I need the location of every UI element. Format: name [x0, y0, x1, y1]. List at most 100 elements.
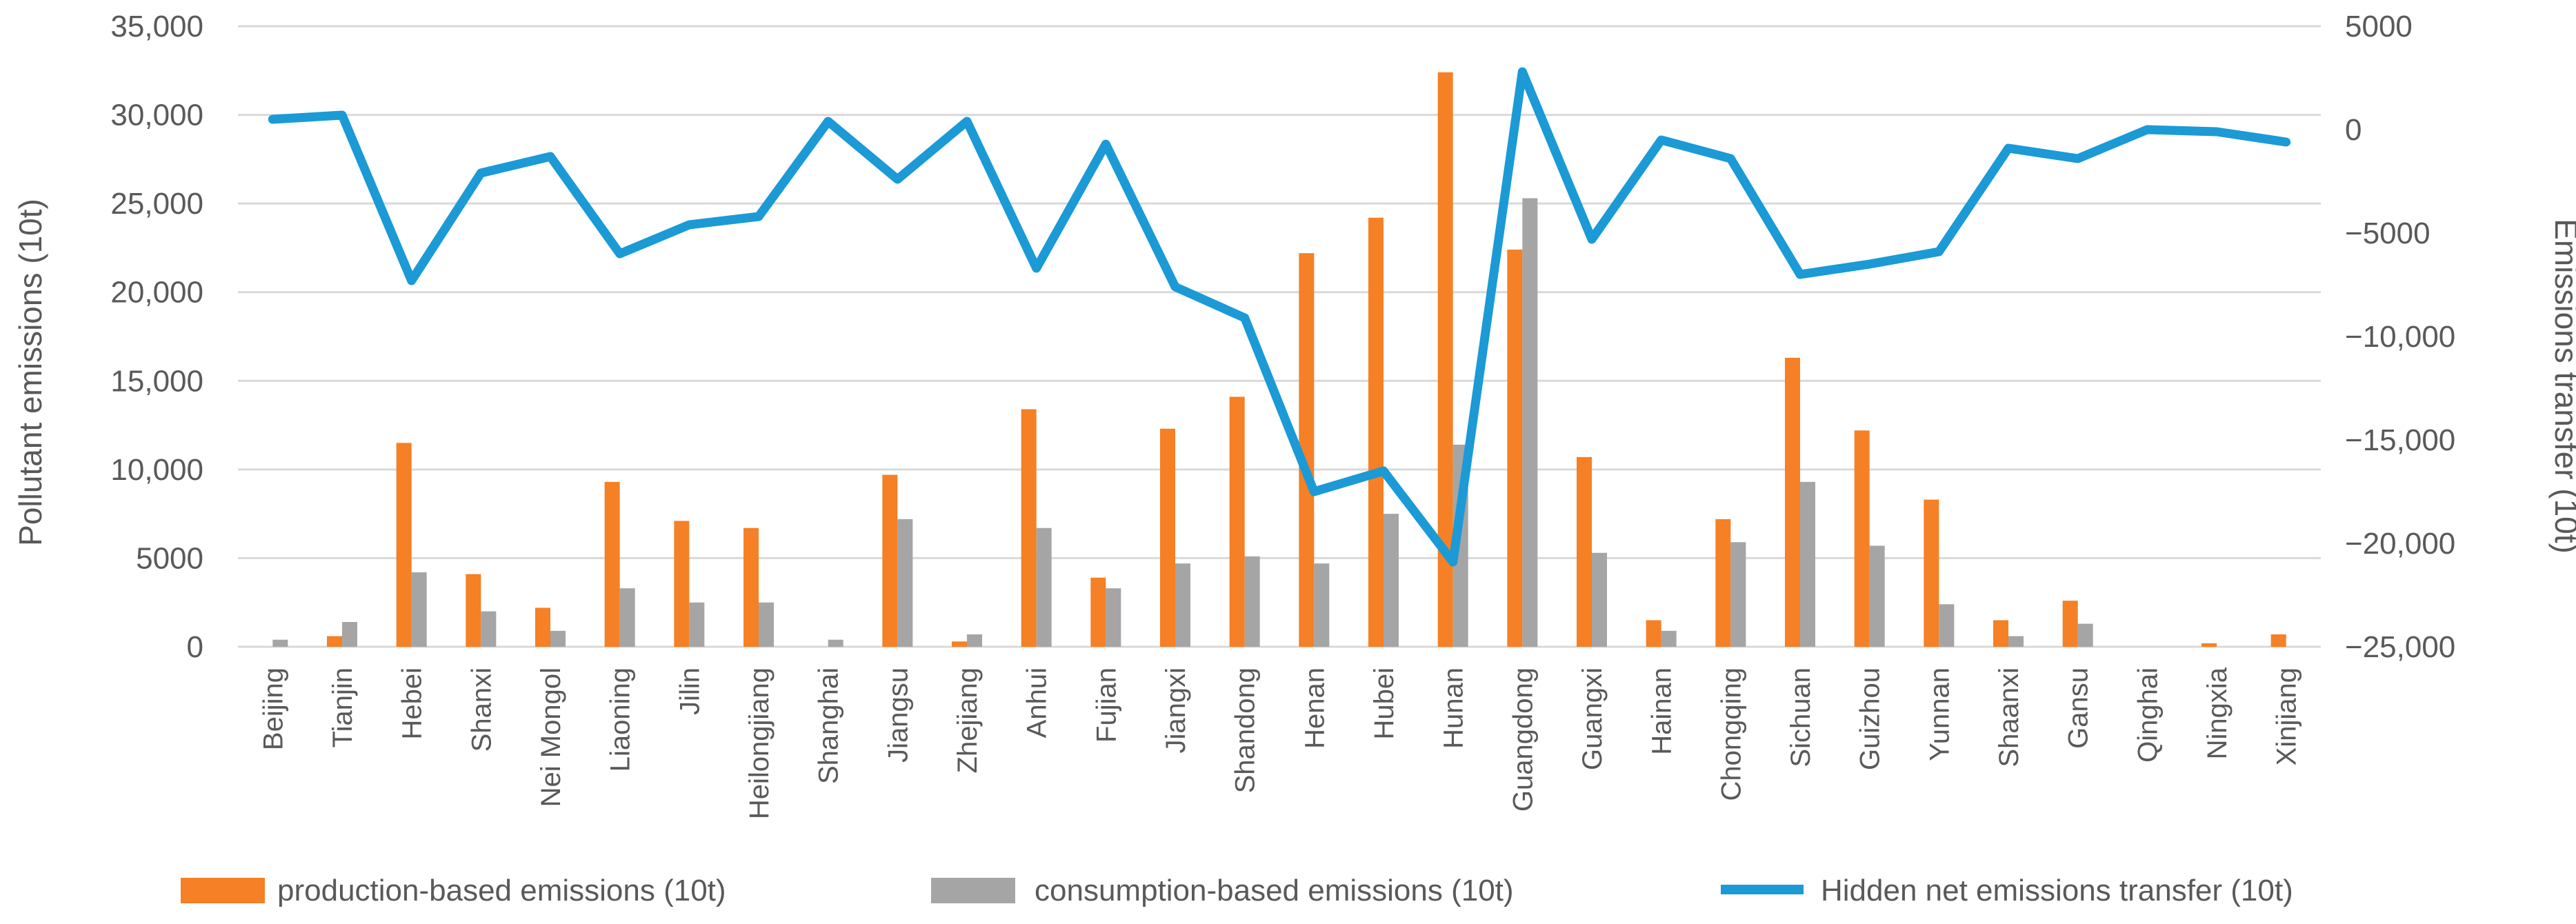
category-label: Shaanxi: [1994, 667, 2024, 767]
bar-consumption: [1036, 528, 1052, 647]
bar-production: [1437, 72, 1453, 647]
category-label: Jiangxi: [1161, 667, 1191, 754]
category-label: Fujian: [1091, 667, 1121, 743]
gridlines: [238, 25, 2321, 648]
category-label: Heilongjiang: [744, 667, 775, 819]
bar-production: [1368, 217, 1384, 647]
category-label: Guangxi: [1577, 667, 1608, 770]
right-axis-title: Emissions transfer (10t): [2548, 219, 2576, 554]
right-tick-label: −25,000: [2345, 630, 2455, 664]
legend-label-transfer: Hidden net emissions transfer (10t): [1821, 874, 2293, 907]
left-tick-label: 5000: [136, 541, 203, 575]
category-label: Anhui: [1022, 667, 1052, 738]
bar-consumption: [1244, 556, 1260, 647]
bar-consumption: [342, 622, 357, 647]
bar-consumption: [967, 634, 982, 647]
category-label: Zhejiang: [952, 667, 983, 773]
category-label: Nei Mongol: [536, 667, 566, 807]
category-label: Hebei: [397, 667, 428, 740]
bar-consumption: [481, 611, 497, 647]
right-tick-label: −5000: [2345, 217, 2430, 250]
bar-consumption: [2008, 636, 2024, 647]
category-label: Yunnan: [1924, 667, 1955, 761]
bar-consumption: [411, 572, 427, 647]
left-axis-ticks: 0 5000 10,000 15,000 20,000 25,000 30,000 35,00…: [110, 10, 203, 664]
category-label: Henan: [1299, 667, 1330, 749]
bar-consumption: [1869, 545, 1885, 647]
bar-production: [604, 481, 620, 647]
bar-production: [1090, 577, 1106, 647]
right-axis-ticks: −25,000 −20,000 −15,000 −10,000 −5000 0 5000: [2345, 10, 2455, 664]
left-tick-label: 0: [187, 630, 203, 664]
bar-consumption: [1939, 604, 1955, 647]
left-tick-label: 10,000: [110, 453, 203, 487]
legend-swatch-production: [181, 878, 265, 903]
bar-production: [396, 443, 412, 647]
left-tick-label: 15,000: [110, 364, 203, 398]
category-labels: Beijing Tianjin Hebei Shanxi Nei Mongol Liaon…: [258, 667, 2302, 819]
bar-consumption: [828, 639, 843, 647]
left-tick-label: 20,000: [110, 276, 203, 310]
bar-production: [2062, 601, 2078, 647]
left-tick-label: 25,000: [110, 187, 203, 221]
category-label: Guangdong: [1508, 667, 1538, 812]
bar-consumption: [1661, 630, 1677, 647]
right-tick-label: −20,000: [2345, 527, 2455, 561]
bar-consumption: [689, 602, 705, 647]
category-label: Hunan: [1439, 667, 1469, 749]
bar-consumption: [1522, 198, 1538, 647]
category-label: Shanghai: [814, 667, 844, 784]
bar-production: [1577, 456, 1592, 647]
bar-production: [1785, 357, 1800, 647]
left-tick-label: 30,000: [110, 99, 203, 132]
bar-production: [2201, 643, 2217, 647]
bar-production: [1924, 499, 1939, 647]
category-label: Qinghai: [2133, 667, 2163, 763]
legend-label-consumption: consumption-based emissions (10t): [1035, 874, 1514, 907]
bar-consumption: [1314, 563, 1330, 647]
category-label: Chongqing: [1716, 667, 1746, 801]
category-label: Shanxi: [466, 667, 497, 752]
bar-production: [466, 574, 481, 647]
bar-consumption: [1800, 481, 1815, 647]
bar-production: [1993, 620, 2008, 647]
bar-production: [2270, 634, 2286, 647]
right-tick-label: −10,000: [2345, 320, 2455, 354]
category-label: Gansu: [2064, 667, 2094, 749]
bar-production: [1160, 428, 1175, 647]
bar-production: [882, 474, 898, 647]
bar-production: [1715, 519, 1731, 647]
category-label: Tianjin: [328, 667, 358, 747]
bar-consumption: [759, 602, 774, 647]
right-tick-label: 5000: [2345, 10, 2413, 43]
bar-consumption: [1106, 588, 1121, 647]
bar-consumption: [272, 639, 288, 647]
legend: production-based emissions (10t) consump…: [181, 874, 2293, 907]
category-label: Hainan: [1647, 667, 1677, 755]
category-label: Shandong: [1230, 667, 1261, 793]
category-label: Xinjiang: [2272, 667, 2302, 765]
bar-production: [952, 641, 967, 647]
left-axis-title: Pollutant emissions (10t): [12, 199, 48, 546]
bar-production: [1229, 396, 1245, 647]
bar-consumption: [1384, 514, 1399, 647]
left-tick-label: 35,000: [110, 10, 203, 43]
category-label: Ningxia: [2202, 667, 2233, 759]
line-series: [268, 67, 2291, 567]
category-label: Liaoning: [606, 667, 636, 772]
bar-consumption: [897, 519, 913, 647]
category-label: Guizhou: [1855, 667, 1886, 770]
bar-consumption: [2077, 623, 2093, 647]
bar-production: [535, 607, 550, 647]
bar-production: [1021, 409, 1037, 647]
line-transfer: [268, 67, 2291, 567]
bar-production: [743, 528, 759, 647]
bar-consumption: [1730, 542, 1746, 647]
bar-consumption: [1592, 552, 1607, 647]
right-tick-label: 0: [2345, 113, 2362, 147]
category-label: Beijing: [258, 667, 288, 750]
category-label: Hubei: [1369, 667, 1399, 740]
category-label: Jilin: [675, 667, 705, 715]
